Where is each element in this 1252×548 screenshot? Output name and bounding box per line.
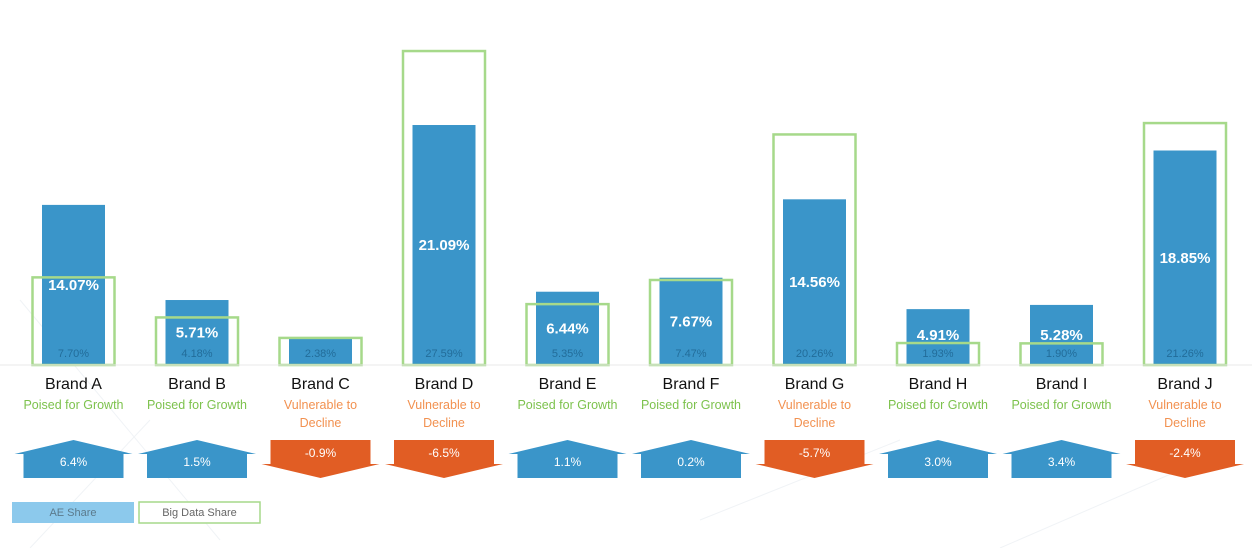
ae-share-value-label: 5.71%: [176, 325, 219, 342]
big-data-share-value-label: 20.26%: [796, 348, 834, 360]
status-label: Vulnerable to: [284, 398, 357, 412]
big-data-share-value-label: 4.18%: [181, 348, 212, 360]
up-arrow-icon: [879, 440, 997, 478]
network-line: [699, 439, 901, 521]
ae-share-value-label: 5.28%: [1040, 327, 1083, 344]
big-data-share-value-label: 1.93%: [922, 348, 953, 360]
change-value-label: 3.0%: [924, 455, 952, 469]
status-labels: Poised for Growth Poised for Growth Vulner…: [23, 398, 1221, 430]
network-line: [29, 419, 151, 548]
up-arrow-icon: [14, 440, 133, 478]
ae-share-bar: [42, 204, 105, 365]
status-label: Poised for Growth: [641, 398, 741, 412]
up-arrow-icon: [138, 440, 256, 478]
change-value-label: 3.4%: [1048, 455, 1076, 469]
ae-share-bar: [412, 125, 476, 365]
status-label: Vulnerable to: [1148, 398, 1221, 412]
legend: AE Share Big Data Share: [12, 501, 261, 524]
category-label: Brand H: [909, 376, 968, 393]
big-data-share-value-label: 7.70%: [58, 348, 89, 360]
status-label: Poised for Growth: [1011, 398, 1111, 412]
status-label: Poised for Growth: [23, 398, 123, 412]
category-label: Brand E: [539, 376, 597, 393]
change-value-label: 6.4%: [60, 455, 88, 469]
category-labels: Brand A Brand B Brand C Brand D Brand E Brand…: [45, 376, 1213, 393]
ae-share-bar: [783, 199, 846, 365]
up-arrow-icon: [1002, 440, 1121, 478]
down-arrow-icon: [1126, 440, 1244, 478]
legend-big-data-label: Big Data Share: [162, 507, 237, 519]
up-arrow-icon: [632, 440, 750, 478]
big-data-share-value-label: 27.59%: [425, 348, 463, 360]
category-label: Brand G: [785, 376, 845, 393]
bars-layer: 14.07% 7.70% 5.71% 4.18% 2.38% 21.09% 27.59% 6.…: [31, 49, 1228, 367]
category-label: Brand J: [1157, 376, 1212, 393]
ae-share-value-label: 14.56%: [789, 274, 840, 291]
change-value-label: -6.5%: [428, 446, 460, 460]
change-value-label: 1.5%: [183, 455, 211, 469]
ae-share-bar: [906, 309, 970, 365]
status-label: Poised for Growth: [147, 398, 247, 412]
change-value-label: -2.4%: [1169, 446, 1201, 460]
ae-share-value-label: 14.07%: [48, 277, 99, 294]
status-label: Decline: [1164, 416, 1206, 430]
change-value-label: -5.7%: [799, 446, 831, 460]
ae-share-value-label: 18.85%: [1160, 250, 1211, 267]
network-line: [999, 469, 1181, 548]
down-arrow-icon: [385, 440, 503, 478]
status-label: Poised for Growth: [517, 398, 617, 412]
ae-share-bar: [165, 300, 229, 365]
up-arrow-icon: [508, 440, 627, 478]
ae-share-value-label: 7.67%: [670, 313, 713, 330]
status-label: Poised for Growth: [888, 398, 988, 412]
change-arrows: 6.4% 1.5% -0.9% -6.5% 1.1% 0.2% -5.7% 3.0% 3.4% -…: [14, 440, 1244, 478]
category-label: Brand F: [663, 376, 720, 393]
category-label: Brand I: [1036, 376, 1088, 393]
ae-share-value-label: 21.09%: [419, 237, 470, 254]
down-arrow-icon: [755, 440, 874, 478]
big-data-share-value-label: 2.38%: [305, 348, 336, 360]
change-value-label: 1.1%: [554, 455, 582, 469]
status-label: Vulnerable to: [407, 398, 480, 412]
big-data-share-value-label: 7.47%: [675, 348, 706, 360]
legend-big-data-swatch: [138, 501, 261, 524]
status-label: Decline: [794, 416, 836, 430]
big-data-share-value-label: 21.26%: [1166, 348, 1204, 360]
ae-share-bar: [1030, 304, 1093, 365]
status-label: Vulnerable to: [778, 398, 851, 412]
status-label: Decline: [423, 416, 465, 430]
ae-share-value-label: 6.44%: [546, 320, 589, 337]
change-value-label: -0.9%: [305, 446, 337, 460]
ae-share-bar: [289, 337, 352, 365]
status-label: Decline: [300, 416, 342, 430]
category-label: Brand C: [291, 376, 350, 393]
legend-ae-label: AE Share: [49, 507, 96, 519]
change-value-label: 0.2%: [677, 455, 705, 469]
down-arrow-icon: [261, 440, 380, 478]
ae-share-bar: [1153, 150, 1217, 365]
ae-share-bar: [659, 277, 723, 365]
category-label: Brand B: [168, 376, 226, 393]
big-data-share-value-label: 5.35%: [552, 348, 583, 360]
category-label: Brand A: [45, 376, 102, 393]
legend-ae-swatch: [12, 502, 134, 523]
big-data-share-value-label: 1.90%: [1046, 348, 1077, 360]
category-label: Brand D: [415, 376, 474, 393]
ae-share-value-label: 4.91%: [917, 327, 960, 344]
